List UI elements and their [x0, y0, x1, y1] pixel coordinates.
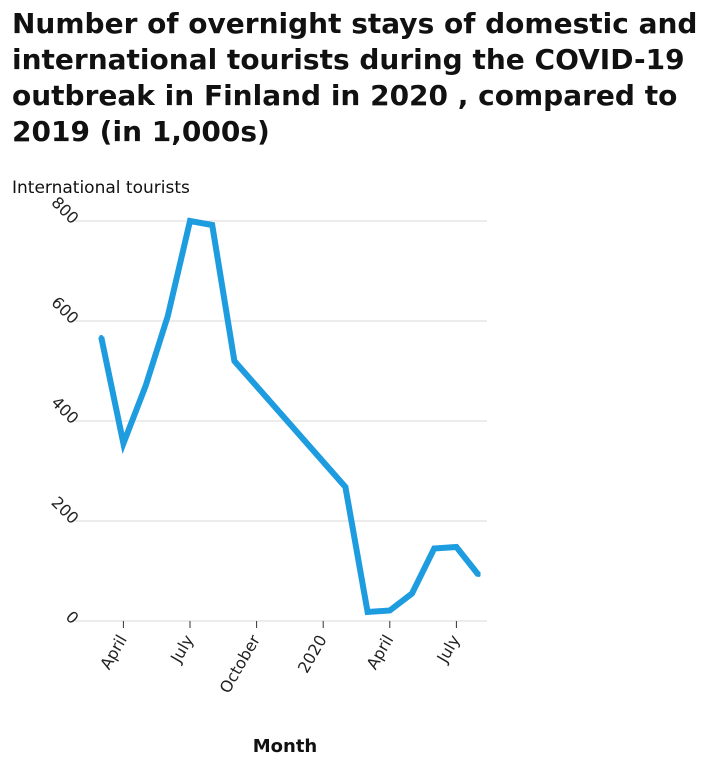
data-point [121, 441, 126, 446]
data-point [232, 359, 237, 363]
x-tick-label: April [363, 632, 398, 673]
data-point [365, 610, 370, 614]
data-point [410, 591, 414, 596]
data-point [143, 384, 148, 388]
series-layer [98, 217, 481, 616]
data-point [432, 546, 437, 551]
x-tick-label: 2020 [294, 632, 331, 677]
y-tick-label: 800 [48, 193, 83, 228]
chart-title: Number of overnight stays of domestic an… [12, 7, 698, 148]
series-line-0 [98, 217, 481, 616]
data-point [165, 314, 170, 318]
data-point [343, 485, 348, 489]
x-tick-label: April [96, 632, 131, 673]
data-point [188, 219, 192, 223]
data-point [476, 573, 481, 577]
gridlines [75, 220, 487, 622]
y-tick-label: 400 [48, 393, 83, 428]
data-point [387, 608, 392, 613]
y-tick-label: 600 [48, 293, 83, 328]
data-point [99, 335, 104, 339]
y-tick-label: 0 [62, 607, 83, 628]
x-tick-label: October [216, 631, 265, 696]
x-tick-label: July [166, 632, 197, 667]
data-point [210, 223, 215, 227]
data-point [454, 545, 459, 549]
x-tick-label: July [433, 632, 464, 667]
y-tick-label: 200 [48, 493, 83, 528]
y-axis-label: International tourists [12, 178, 190, 198]
x-axis-label: Month [253, 736, 318, 757]
